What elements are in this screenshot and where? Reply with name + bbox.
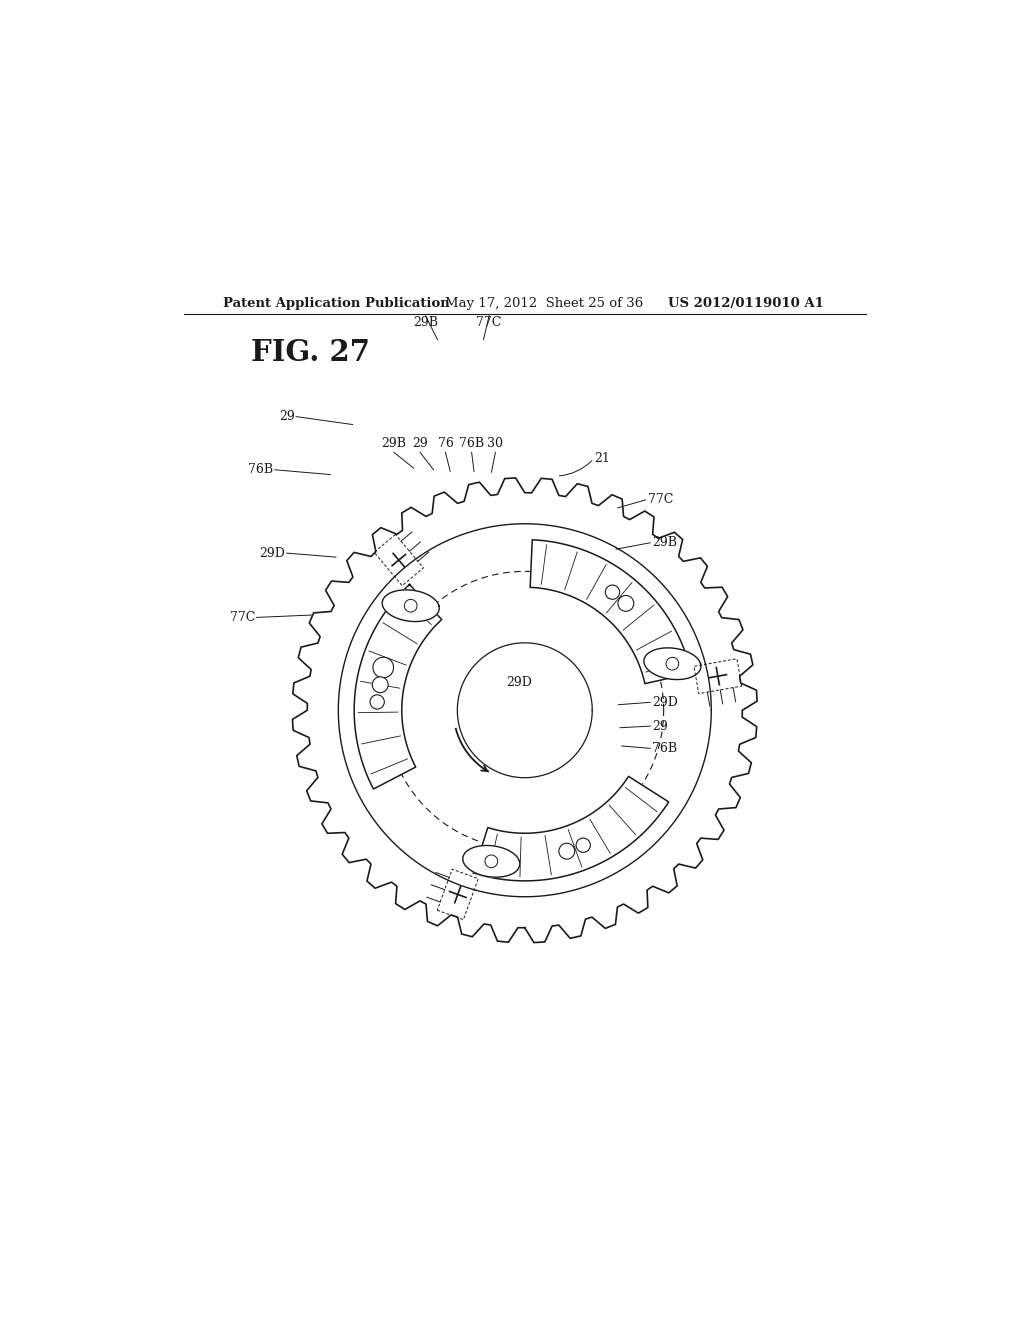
Circle shape	[577, 838, 591, 853]
Text: 29B: 29B	[381, 437, 407, 450]
Circle shape	[605, 585, 620, 599]
Polygon shape	[382, 590, 439, 622]
Text: Patent Application Publication: Patent Application Publication	[223, 297, 450, 310]
Text: 29B: 29B	[413, 315, 438, 329]
Text: 76B: 76B	[652, 742, 677, 755]
Text: 29: 29	[652, 719, 668, 733]
Text: May 17, 2012  Sheet 25 of 36: May 17, 2012 Sheet 25 of 36	[445, 297, 644, 310]
Polygon shape	[644, 648, 701, 680]
Circle shape	[617, 595, 634, 611]
Text: 29: 29	[279, 411, 295, 424]
Circle shape	[559, 843, 574, 859]
Text: FIG. 27: FIG. 27	[251, 338, 370, 367]
Circle shape	[370, 694, 384, 709]
Text: US 2012/0119010 A1: US 2012/0119010 A1	[668, 297, 823, 310]
Text: 76: 76	[437, 437, 454, 450]
Text: 21: 21	[594, 453, 609, 465]
Text: 29D: 29D	[652, 696, 678, 709]
Text: 76B: 76B	[459, 437, 484, 450]
Polygon shape	[463, 846, 520, 878]
Text: 77C: 77C	[229, 611, 255, 624]
Polygon shape	[530, 540, 691, 684]
Text: 29D: 29D	[506, 676, 532, 689]
Text: 77C: 77C	[648, 494, 673, 507]
Text: 29: 29	[413, 437, 428, 450]
Text: 29B: 29B	[652, 536, 677, 549]
Circle shape	[373, 677, 388, 693]
Polygon shape	[354, 585, 441, 789]
Polygon shape	[473, 776, 669, 880]
Text: 30: 30	[487, 437, 504, 450]
Circle shape	[373, 657, 393, 678]
Text: 76B: 76B	[248, 463, 273, 477]
Text: 29D: 29D	[259, 546, 285, 560]
Text: 77C: 77C	[476, 315, 502, 329]
